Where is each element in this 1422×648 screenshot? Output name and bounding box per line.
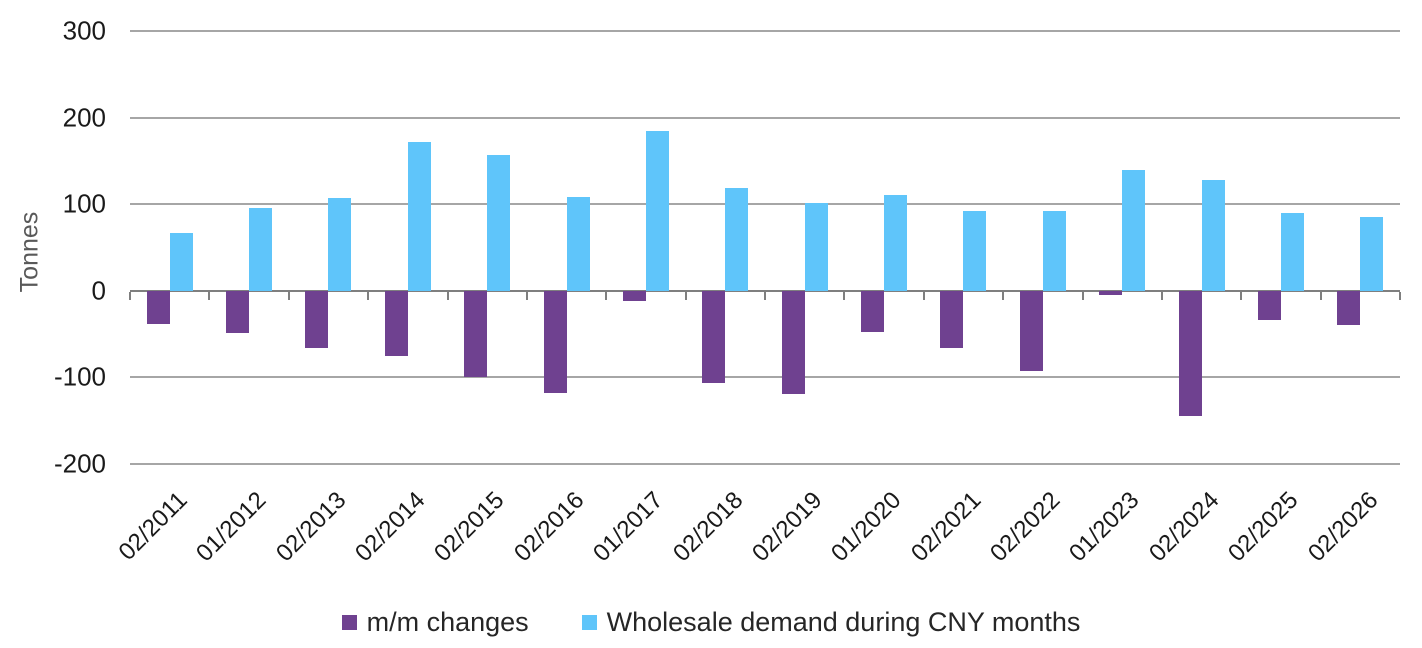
mm-changes-bar-02/2024 bbox=[1178, 290, 1202, 417]
x-axis-tick bbox=[764, 291, 766, 300]
wholesale-demand-bar-02/2018 bbox=[725, 187, 749, 291]
x-axis-tick bbox=[208, 291, 211, 300]
x-tick-label: 01/2017 bbox=[588, 486, 669, 568]
x-axis-tick bbox=[1399, 291, 1401, 300]
x-axis-tick bbox=[843, 291, 846, 300]
gridline bbox=[130, 463, 1400, 465]
mm-changes-bar-02/2026 bbox=[1337, 290, 1361, 326]
x-axis-tick bbox=[129, 291, 131, 300]
wholesale-demand-bar-01/2023 bbox=[1122, 170, 1146, 291]
x-axis-line bbox=[130, 289, 1400, 292]
wholesale-demand-bar-01/2012 bbox=[249, 207, 273, 291]
gridline bbox=[130, 116, 1400, 119]
mm-changes-bar-02/2013 bbox=[305, 290, 329, 348]
gridline bbox=[130, 203, 1400, 206]
mm-changes-bar-01/2012 bbox=[226, 290, 250, 334]
wholesale-demand-bar-02/2026 bbox=[1360, 217, 1384, 291]
wholesale-demand-bar-02/2013 bbox=[328, 198, 352, 291]
mm-changes-bar-01/2023 bbox=[1099, 290, 1123, 296]
x-axis-tick bbox=[1240, 291, 1243, 300]
x-tick-label: 02/2024 bbox=[1143, 486, 1225, 568]
x-tick-label: 01/2020 bbox=[826, 486, 907, 568]
x-axis-tick bbox=[1160, 291, 1163, 300]
x-axis-tick bbox=[922, 291, 925, 300]
mm-changes-bar-02/2019 bbox=[781, 290, 805, 394]
x-axis-tick bbox=[287, 291, 290, 300]
x-tick-label: 02/2022 bbox=[985, 486, 1066, 568]
y-tick-label: 300 bbox=[62, 15, 106, 46]
x-tick-label: 01/2023 bbox=[1064, 486, 1145, 568]
legend-label: Wholesale demand during CNY months bbox=[606, 607, 1081, 637]
legend-item: m/m changes bbox=[341, 607, 529, 638]
wholesale-demand-bar-02/2014 bbox=[407, 141, 431, 291]
mm-changes-bar-02/2018 bbox=[702, 290, 726, 383]
mm-changes-bar-02/2016 bbox=[543, 290, 567, 393]
wholesale-demand-bar-02/2019 bbox=[804, 203, 828, 291]
wholesale-demand-bar-02/2024 bbox=[1201, 179, 1225, 291]
wholesale-demand-bar-02/2025 bbox=[1280, 212, 1304, 291]
x-tick-label: 02/2015 bbox=[429, 486, 510, 568]
mm-changes-bar-01/2017 bbox=[622, 290, 646, 302]
wholesale-demand-bar-02/2022 bbox=[1042, 211, 1066, 291]
gridline bbox=[130, 376, 1400, 379]
x-tick-label: 02/2019 bbox=[746, 486, 828, 568]
x-axis-tick bbox=[684, 291, 687, 300]
x-axis-tick bbox=[367, 291, 370, 300]
y-tick-label: -100 bbox=[53, 361, 106, 392]
legend: m/m changes Wholesale demand during CNY m… bbox=[0, 607, 1422, 638]
mm-changes-bar-02/2022 bbox=[1019, 290, 1043, 372]
x-tick-label: 02/2013 bbox=[270, 486, 352, 568]
wholesale-demand-bar-02/2011 bbox=[169, 232, 193, 291]
wholesale-demand-bar-02/2021 bbox=[963, 211, 987, 291]
x-axis-tick bbox=[605, 291, 608, 300]
y-tick-label: 0 bbox=[91, 275, 106, 306]
y-tick-label: 100 bbox=[62, 188, 106, 219]
x-tick-label: 02/2018 bbox=[667, 486, 748, 568]
mm-changes-bar-02/2014 bbox=[384, 290, 408, 356]
x-axis-tick bbox=[1081, 291, 1084, 300]
legend-item: Wholesale demand during CNY months bbox=[581, 607, 1081, 638]
x-tick-label: 02/2011 bbox=[113, 486, 193, 566]
x-tick-label: 02/2025 bbox=[1223, 486, 1304, 568]
legend-swatch-icon bbox=[581, 615, 597, 630]
x-tick-label: 01/2012 bbox=[191, 486, 272, 568]
x-axis-tick bbox=[446, 291, 449, 300]
mm-changes-bar-02/2011 bbox=[146, 290, 170, 324]
x-tick-label: 02/2021 bbox=[905, 486, 987, 568]
legend-label: m/m changes bbox=[366, 607, 529, 637]
x-tick-label: 02/2016 bbox=[508, 486, 590, 568]
wholesale-demand-bar-01/2017 bbox=[645, 131, 669, 291]
gridline bbox=[130, 30, 1400, 32]
y-tick-label: 200 bbox=[62, 102, 106, 133]
y-tick-label: -200 bbox=[53, 448, 106, 479]
mm-changes-bar-02/2021 bbox=[940, 290, 964, 348]
legend-swatch-icon bbox=[341, 615, 357, 630]
mm-changes-bar-02/2015 bbox=[464, 290, 488, 378]
x-tick-label: 02/2014 bbox=[350, 486, 431, 568]
mm-changes-bar-01/2020 bbox=[861, 290, 885, 333]
wholesale-demand-bar-02/2016 bbox=[566, 197, 590, 291]
x-axis-tick bbox=[525, 291, 528, 300]
wholesale-demand-bar-01/2020 bbox=[884, 194, 908, 291]
x-axis-tick bbox=[1002, 291, 1005, 300]
mm-changes-bar-02/2025 bbox=[1257, 290, 1281, 321]
x-tick-label: 02/2026 bbox=[1302, 486, 1383, 568]
x-axis-tick bbox=[1319, 291, 1322, 300]
wholesale-demand-bar-02/2015 bbox=[487, 154, 511, 291]
